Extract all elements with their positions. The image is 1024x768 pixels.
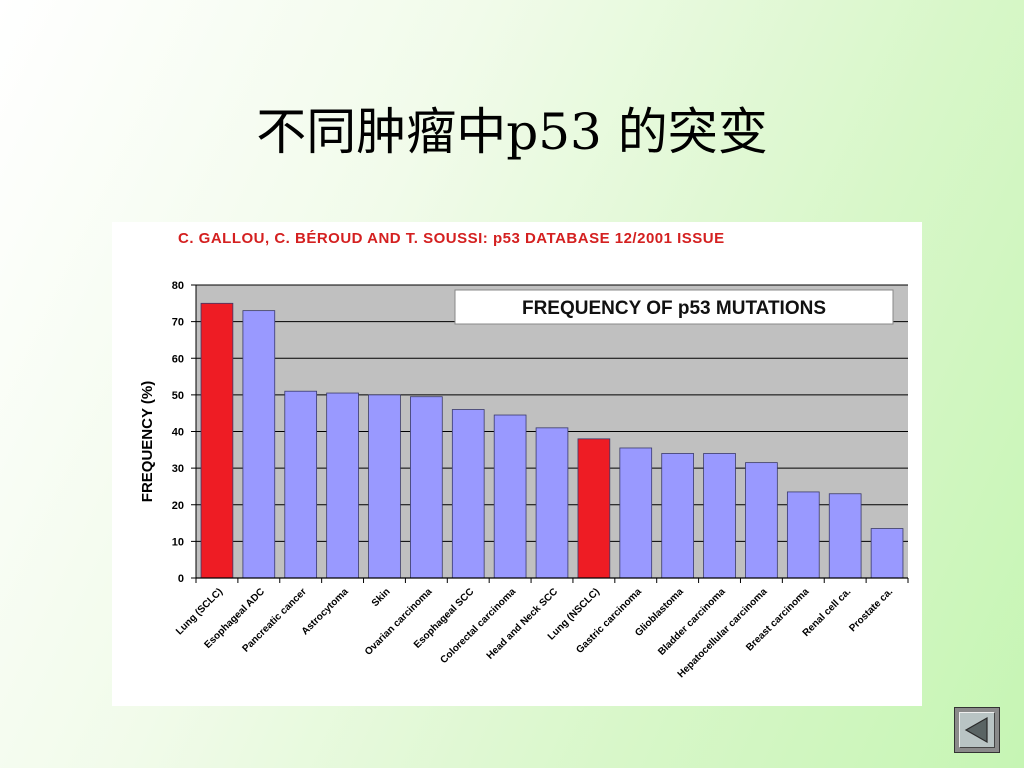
bar-esophageal-adc bbox=[242, 310, 276, 579]
x-tick-label: Head and Neck SCC bbox=[485, 586, 560, 661]
bar-renal-cell-ca bbox=[828, 493, 862, 579]
y-tick-label: 60 bbox=[172, 353, 184, 365]
y-tick-label: 50 bbox=[172, 390, 184, 402]
bar-glioblastoma bbox=[661, 453, 694, 579]
bar-esophageal-scc bbox=[451, 409, 485, 579]
back-button[interactable] bbox=[954, 707, 1000, 753]
chart-title: FREQUENCY OF p53 MUTATIONS bbox=[522, 298, 826, 319]
x-tick-label: Colorectal carcinoma bbox=[439, 586, 519, 666]
bar-colorectal-carcinoma bbox=[493, 414, 527, 579]
y-tick-label: 20 bbox=[172, 500, 184, 512]
y-tick-label: 80 bbox=[172, 280, 184, 292]
bar-breast-carcinoma bbox=[786, 491, 820, 579]
x-tick-label: Skin bbox=[370, 586, 393, 609]
bar-ovarian-carcinoma bbox=[410, 396, 443, 579]
y-tick-label: 40 bbox=[172, 427, 184, 439]
chart-source: C. GALLOU, C. BÉROUD AND T. SOUSSI: p53 … bbox=[178, 230, 725, 247]
triangle-left-icon bbox=[964, 716, 988, 744]
bar-lung-nsclc bbox=[577, 438, 611, 579]
y-tick-label: 0 bbox=[178, 573, 184, 585]
chart-title-box bbox=[454, 289, 894, 325]
bar-prostate-ca bbox=[870, 528, 904, 579]
bar-pancreatic-cancer bbox=[284, 390, 318, 579]
bar-bladder-carcinoma bbox=[703, 453, 736, 579]
bar-gastric-carcinoma bbox=[619, 447, 653, 579]
y-tick-label: 70 bbox=[172, 317, 184, 329]
bar-astrocytoma bbox=[326, 392, 359, 579]
bar-skin bbox=[368, 394, 401, 579]
y-axis-label: FREQUENCY (%) bbox=[139, 381, 156, 502]
y-tick-label: 30 bbox=[172, 463, 184, 475]
bar-hepatocellular-carcinoma bbox=[745, 462, 778, 579]
chart-card: C. GALLOU, C. BÉROUD AND T. SOUSSI: p53 … bbox=[112, 222, 922, 706]
y-tick-label: 10 bbox=[172, 536, 184, 548]
bar-lung-sclc bbox=[200, 302, 234, 579]
bar-head-and-neck-scc bbox=[535, 427, 569, 579]
x-tick-label: Prostate ca. bbox=[847, 586, 895, 634]
slide-title: 不同肿瘤中p53 的突变 bbox=[256, 103, 768, 161]
